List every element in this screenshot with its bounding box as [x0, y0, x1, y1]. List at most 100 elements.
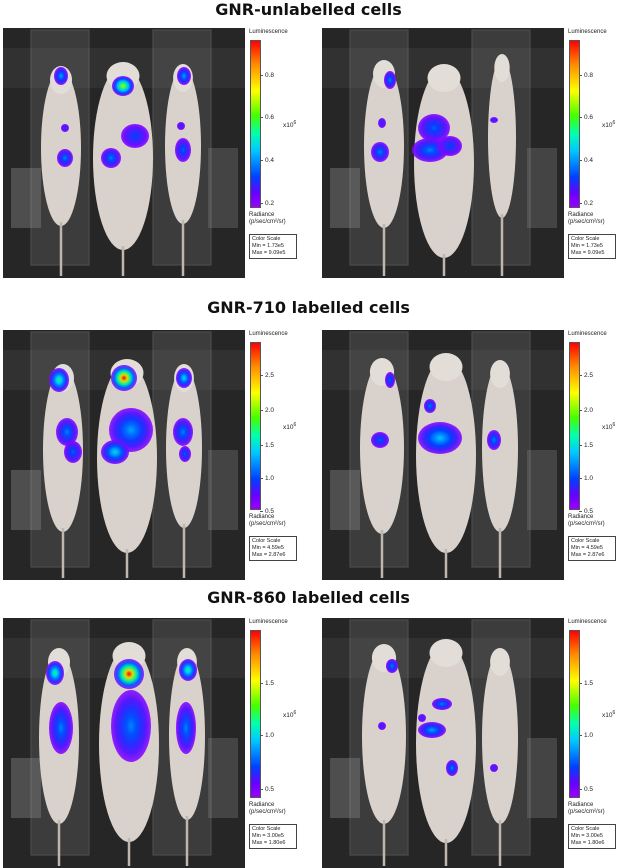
- scale-tick-label: 1.5: [265, 442, 275, 449]
- luminescence-signal: [378, 118, 386, 128]
- section-title-gnr860: GNR-860 labelled cells: [207, 588, 410, 607]
- bioluminescence-image: [322, 618, 564, 868]
- scale-tick-label: 0.4: [265, 157, 275, 164]
- luminescence-signal: [490, 117, 498, 123]
- luminescence-signal: [121, 124, 149, 148]
- scale-tick-label: 1.0: [265, 732, 275, 739]
- scale-tick-label: 1.0: [584, 732, 594, 739]
- luminescence-signal: [179, 659, 197, 681]
- luminescence-signal: [49, 368, 69, 392]
- scale-tick-mark: [260, 478, 263, 479]
- range-max: Max = 9.09e5: [571, 250, 605, 256]
- luminescence-label: Luminescence: [249, 619, 288, 625]
- luminescence-signal: [173, 418, 193, 446]
- scale-tick-mark: [579, 160, 582, 161]
- radiance-label: Radiance (p/sec/cm²/sr): [249, 514, 286, 528]
- color-scale-bar: [250, 40, 261, 208]
- range-min: Min = 3.00e5: [571, 833, 603, 839]
- exponent-base: x10: [602, 122, 613, 130]
- color-scale: Luminescence 1.5 1.0 0.5 x106 Radiance (p/sec/…: [566, 618, 617, 868]
- range-color-scale-label: Color Scale: [252, 826, 281, 832]
- imaging-panel-1-1: Luminescence 2.5 2.0 1.5 1.0 0.5 x106 Radiance(…: [322, 330, 617, 580]
- bioluminescence-image: [322, 330, 564, 580]
- scale-tick-mark: [260, 410, 263, 411]
- exponent-power: 6: [293, 120, 297, 126]
- range-max: Max = 2.87e6: [571, 552, 605, 558]
- luminescence-signal: [101, 148, 121, 168]
- luminescence-signal: [438, 136, 462, 156]
- luminescence-label: Luminescence: [249, 29, 288, 35]
- exponent-power: 6: [612, 710, 616, 716]
- scale-tick-label: 1.0: [265, 475, 275, 482]
- scale-tick-label: 2.5: [584, 372, 594, 379]
- radiance-units: (p/sec/cm²/sr): [568, 809, 605, 815]
- luminescence-signal: [487, 430, 501, 450]
- radiance-units: (p/sec/cm²/sr): [249, 219, 286, 225]
- mouse-body: [416, 639, 476, 866]
- exponent-base: x10: [602, 712, 613, 720]
- scale-tick-mark: [579, 375, 582, 376]
- color-scale: Luminescence 2.5 2.0 1.5 1.0 0.5 x106 Radiance(…: [247, 330, 300, 580]
- luminescence-signal: [177, 122, 185, 130]
- scale-tick-mark: [260, 445, 263, 446]
- scale-tick-mark: [260, 683, 263, 684]
- scale-exponent: x106: [283, 710, 296, 719]
- range-color-scale-label: Color Scale: [571, 826, 600, 832]
- range-max: Max = 2.87e6: [252, 552, 286, 558]
- color-scale-range-box: Color Scale Min = 3.00e5 Max = 1.80e6: [249, 824, 297, 849]
- scale-tick-mark: [260, 203, 263, 204]
- scale-tick-label: 0.8: [584, 72, 594, 79]
- exponent-base: x10: [283, 424, 294, 432]
- scale-tick-mark: [579, 789, 582, 790]
- mouse-image-svg: [3, 330, 245, 580]
- scale-exponent: x106: [283, 422, 296, 431]
- luminescence-signal: [418, 422, 462, 454]
- mouse-image-svg: [322, 28, 564, 278]
- scale-tick-mark: [260, 117, 263, 118]
- radiance-label: Radiance (p/sec/cm²/sr): [568, 802, 605, 816]
- scale-tick-mark: [579, 445, 582, 446]
- mouse-image-svg: [322, 330, 564, 580]
- radiance-label: Radiance (p/sec/cm²/sr): [249, 802, 286, 816]
- radiance-label: Radiance (p/sec/cm²/sr): [568, 212, 605, 226]
- range-color-scale-label: Color Scale: [571, 538, 600, 544]
- radiance-units: (p/sec/cm²/sr): [249, 521, 286, 527]
- scale-tick-mark: [260, 735, 263, 736]
- luminescence-signal: [385, 372, 395, 388]
- scale-tick-mark: [260, 789, 263, 790]
- luminescence-signal: [57, 149, 73, 167]
- luminescence-label: Luminescence: [568, 331, 607, 337]
- scale-tick-label: 0.8: [265, 72, 275, 79]
- exponent-base: x10: [283, 122, 294, 130]
- exponent-power: 6: [612, 120, 616, 126]
- radiance-title: Radiance: [249, 212, 275, 218]
- radiance-label: Radiance (p/sec/cm²/sr): [568, 514, 605, 528]
- range-color-scale-label: Color Scale: [571, 236, 600, 242]
- scale-tick-label: 0.5: [265, 508, 275, 515]
- luminescence-signal: [418, 114, 450, 142]
- scale-tick-label: 0.5: [584, 508, 594, 515]
- radiance-title: Radiance: [249, 802, 275, 808]
- scale-tick-label: 2.0: [584, 407, 594, 414]
- luminescence-signal: [64, 441, 82, 463]
- luminescence-label: Luminescence: [249, 331, 288, 337]
- color-scale: Luminescence 0.8 0.6 0.4 0.2 x106 Radiance (p/s…: [247, 28, 300, 278]
- color-scale-range-box: Color Scale Min = 1.73e5 Max = 9.09e5: [568, 234, 616, 259]
- scale-tick-mark: [579, 410, 582, 411]
- bioluminescence-image: [322, 28, 564, 278]
- color-scale-bar: [569, 342, 580, 510]
- section-title-gnr710: GNR-710 labelled cells: [207, 298, 410, 317]
- scale-tick-mark: [579, 117, 582, 118]
- luminescence-signal: [432, 698, 452, 710]
- color-scale-range-box: Color Scale Min = 1.73e5 Max = 9.09e5: [249, 234, 297, 259]
- color-scale: Luminescence 1.5 1.0 0.5 x106 Radiance (p/sec/…: [247, 618, 300, 868]
- scale-tick-mark: [579, 75, 582, 76]
- luminescence-signal: [371, 142, 389, 162]
- color-scale-range-box: Color Scale Min = 3.00e5 Max = 1.80e6: [568, 824, 616, 849]
- luminescence-signal: [384, 71, 396, 89]
- luminescence-signal: [418, 714, 426, 722]
- range-max: Max = 1.80e6: [252, 840, 286, 846]
- range-min: Min = 1.73e5: [571, 243, 603, 249]
- range-max: Max = 9.09e5: [252, 250, 286, 256]
- range-min: Min = 1.73e5: [252, 243, 284, 249]
